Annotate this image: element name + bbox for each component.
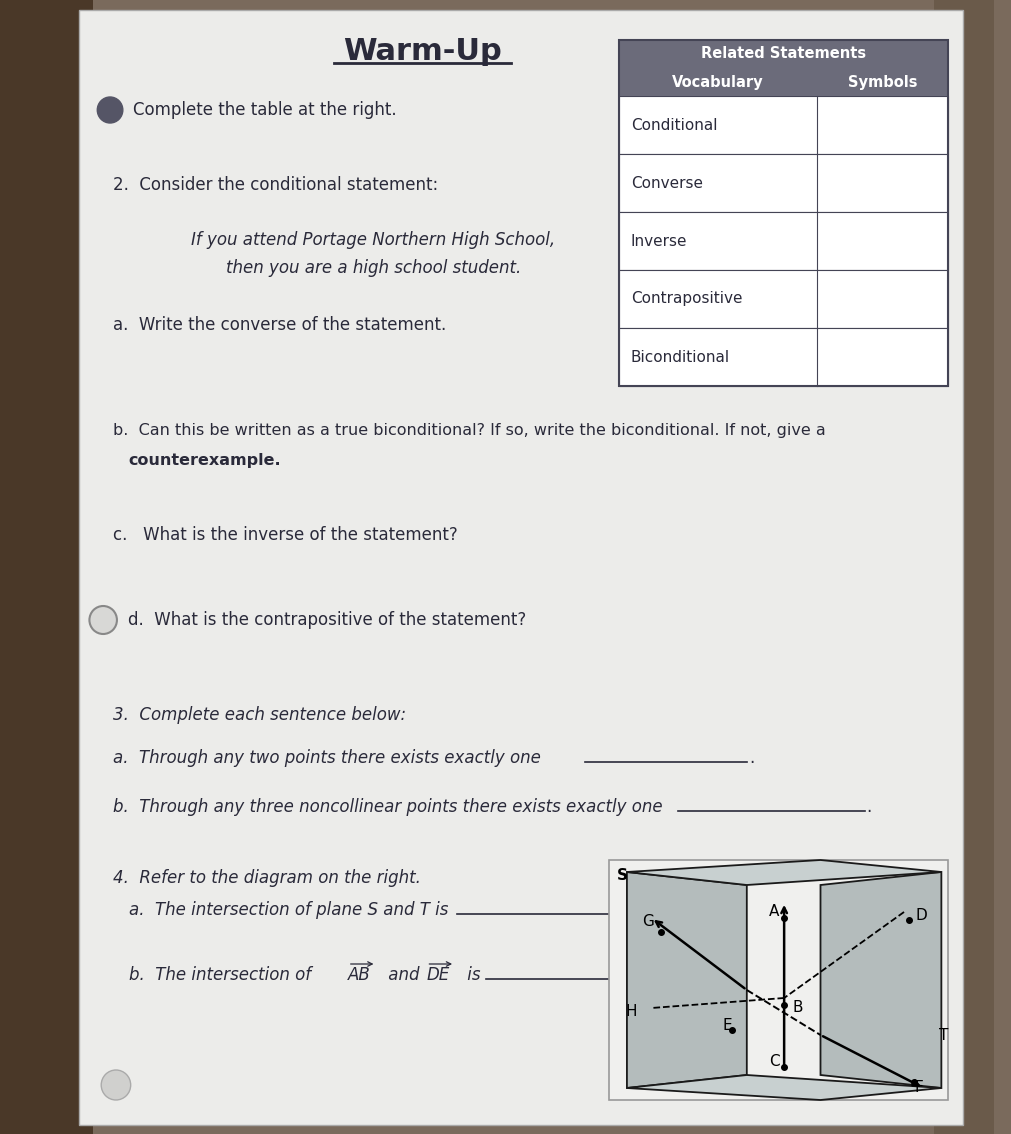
Bar xyxy=(932,0,994,1134)
Text: Related Statements: Related Statements xyxy=(701,46,865,61)
Bar xyxy=(619,154,947,212)
Text: Inverse: Inverse xyxy=(630,234,686,248)
Bar xyxy=(619,40,947,68)
Text: F: F xyxy=(914,1081,922,1095)
Text: D: D xyxy=(915,907,927,922)
Bar xyxy=(0,0,93,1134)
Text: 3.  Complete each sentence below:: 3. Complete each sentence below: xyxy=(113,706,405,723)
Circle shape xyxy=(97,98,122,122)
Text: .: . xyxy=(630,902,636,919)
Polygon shape xyxy=(626,872,746,1088)
Text: a.  The intersection of plane S and T is: a. The intersection of plane S and T is xyxy=(128,902,448,919)
Text: A: A xyxy=(768,905,778,920)
Text: b.  The intersection of: b. The intersection of xyxy=(128,966,315,984)
Text: c.   What is the inverse of the statement?: c. What is the inverse of the statement? xyxy=(113,526,457,544)
Text: E: E xyxy=(722,1017,731,1032)
Text: G: G xyxy=(642,914,654,930)
Text: Biconditional: Biconditional xyxy=(630,349,729,364)
Text: Symbols: Symbols xyxy=(847,75,916,90)
Text: b.  Can this be written as a true biconditional? If so, write the biconditional.: b. Can this be written as a true bicondi… xyxy=(113,423,825,438)
Polygon shape xyxy=(626,1075,940,1100)
Bar xyxy=(619,96,947,154)
Polygon shape xyxy=(820,872,940,1088)
Text: 2.  Consider the conditional statement:: 2. Consider the conditional statement: xyxy=(113,176,438,194)
Text: is: is xyxy=(461,966,480,984)
Text: and: and xyxy=(383,966,425,984)
Text: d.  What is the contrapositive of the statement?: d. What is the contrapositive of the sta… xyxy=(127,611,526,629)
Text: AB: AB xyxy=(348,966,370,984)
Polygon shape xyxy=(626,860,940,885)
Text: Complete the table at the right.: Complete the table at the right. xyxy=(132,101,396,119)
Bar xyxy=(619,270,947,328)
Text: Contrapositive: Contrapositive xyxy=(630,291,742,306)
Bar xyxy=(609,860,947,1100)
Bar xyxy=(619,40,947,386)
Text: T: T xyxy=(938,1027,947,1042)
Bar xyxy=(79,10,962,1125)
Text: DE: DE xyxy=(426,966,449,984)
Text: Warm-Up: Warm-Up xyxy=(343,37,501,67)
Text: Conditional: Conditional xyxy=(630,118,717,133)
Text: a.  Through any two points there exists exactly one: a. Through any two points there exists e… xyxy=(113,748,540,767)
Text: If you attend Portage Northern High School,: If you attend Portage Northern High Scho… xyxy=(191,231,555,249)
Text: Vocabulary: Vocabulary xyxy=(671,75,763,90)
Bar xyxy=(619,40,947,386)
Text: a.  Write the converse of the statement.: a. Write the converse of the statement. xyxy=(113,316,446,335)
Text: 4.  Refer to the diagram on the right.: 4. Refer to the diagram on the right. xyxy=(113,869,421,887)
Circle shape xyxy=(101,1070,130,1100)
Text: .: . xyxy=(650,966,655,984)
Text: Converse: Converse xyxy=(630,176,703,191)
Bar xyxy=(619,68,947,96)
Text: H: H xyxy=(625,1005,636,1019)
Text: then you are a high school student.: then you are a high school student. xyxy=(225,259,521,277)
Bar xyxy=(619,328,947,386)
Text: C: C xyxy=(768,1055,778,1069)
Text: B: B xyxy=(792,1000,803,1016)
Circle shape xyxy=(89,606,117,634)
Text: counterexample.: counterexample. xyxy=(128,452,281,467)
Text: b.  Through any three noncollinear points there exists exactly one: b. Through any three noncollinear points… xyxy=(113,798,662,816)
Text: .: . xyxy=(749,748,754,767)
Text: .: . xyxy=(865,798,871,816)
Bar xyxy=(619,212,947,270)
Text: S: S xyxy=(617,868,628,883)
